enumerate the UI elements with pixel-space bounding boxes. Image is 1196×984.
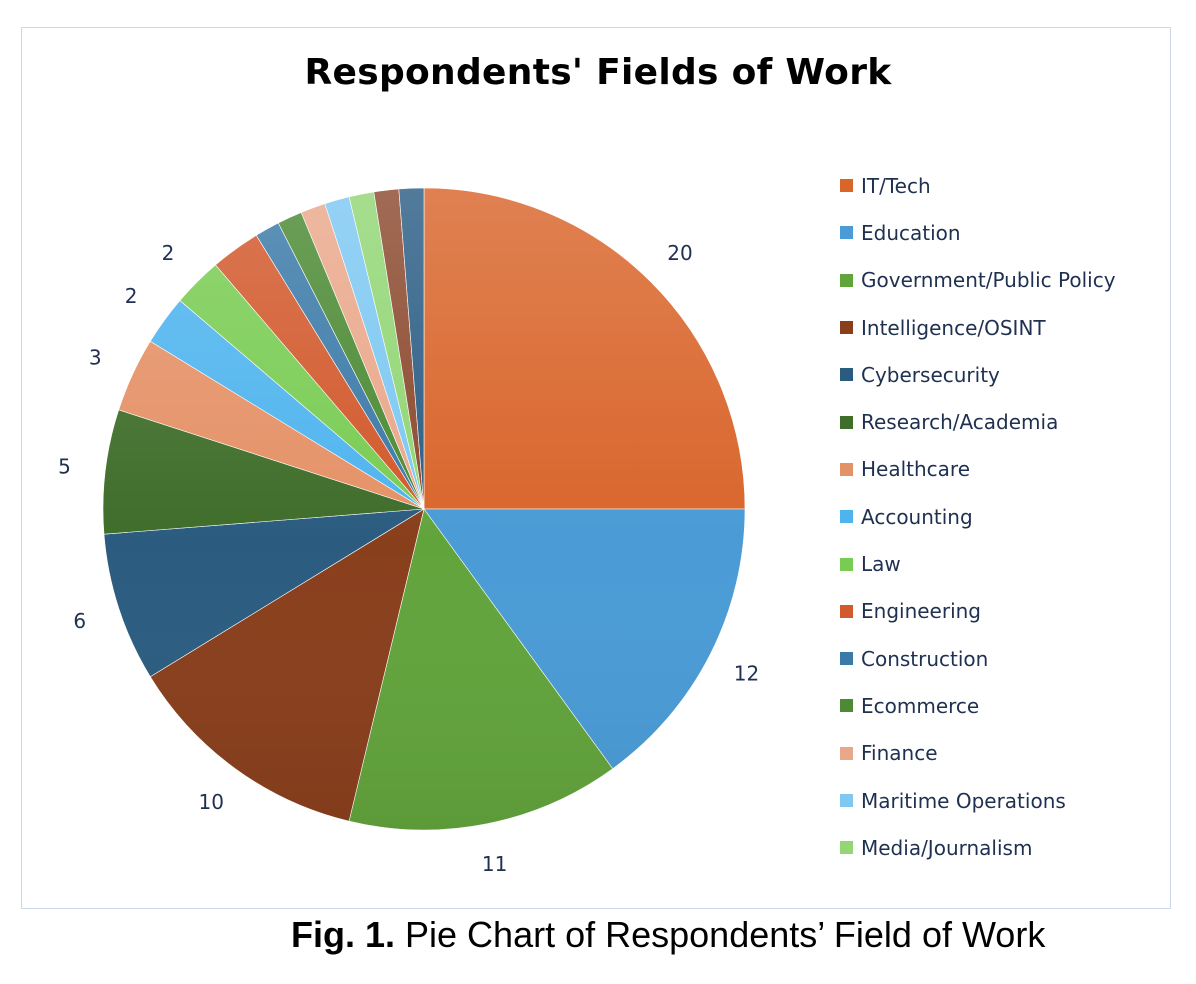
legend-label: Maritime Operations xyxy=(861,788,1066,813)
figure-caption-text: Pie Chart of Respondents’ Field of Work xyxy=(395,914,1046,955)
legend-swatch xyxy=(840,746,853,760)
legend-swatch xyxy=(840,368,853,382)
legend-swatch xyxy=(840,179,853,193)
legend-label: Cybersecurity xyxy=(861,362,1000,387)
legend-swatch xyxy=(840,604,853,618)
data-label-government-public-policy: 11 xyxy=(482,852,507,876)
legend-label: Intelligence/OSINT xyxy=(861,315,1046,340)
legend: IT/Tech Education Government/Public Policy… xyxy=(840,162,1116,871)
figure-caption: Fig. 1. Pie Chart of Respondents’ Field … xyxy=(291,914,1045,956)
legend-swatch xyxy=(840,226,853,240)
legend-item-intelligence-osint: Intelligence/OSINT xyxy=(840,304,1116,351)
legend-label: Engineering xyxy=(861,599,981,624)
legend-swatch xyxy=(840,652,853,666)
legend-label: Construction xyxy=(861,646,989,671)
data-label-law: 2 xyxy=(162,241,175,265)
legend-swatch xyxy=(840,699,853,713)
legend-label: IT/Tech xyxy=(861,173,931,198)
legend-label: Finance xyxy=(861,741,938,766)
data-label-it-tech: 20 xyxy=(667,241,692,265)
data-label-research-academia: 5 xyxy=(58,455,71,479)
legend-label: Law xyxy=(861,552,901,577)
legend-swatch xyxy=(840,510,853,524)
pie-data-labels: 20 12 11 10 6 5 3 22 xyxy=(58,241,759,876)
pie-sheen-overlay xyxy=(103,188,745,830)
legend-label: Government/Public Policy xyxy=(861,268,1116,293)
legend-item-it-tech: IT/Tech xyxy=(840,162,1116,209)
legend-item-research-academia: Research/Academia xyxy=(840,398,1116,445)
data-label-education: 12 xyxy=(734,661,759,685)
legend-swatch xyxy=(840,841,853,855)
data-label-accounting: 2 xyxy=(125,284,138,308)
legend-item-engineering: Engineering xyxy=(840,588,1116,635)
legend-swatch xyxy=(840,415,853,429)
legend-item-media-journalism: Media/Journalism xyxy=(840,824,1116,871)
legend-swatch xyxy=(840,462,853,476)
legend-item-accounting: Accounting xyxy=(840,493,1116,540)
legend-swatch xyxy=(840,557,853,571)
legend-item-finance: Finance xyxy=(840,730,1116,777)
legend-label: Healthcare xyxy=(861,457,971,482)
data-label-cybersecurity: 6 xyxy=(73,609,86,633)
legend-label: Research/Academia xyxy=(861,410,1059,435)
legend-swatch xyxy=(840,273,853,287)
legend-item-maritime-operations: Maritime Operations xyxy=(840,777,1116,824)
chart-title: Respondents' Fields of Work xyxy=(304,52,892,93)
pie-sheen xyxy=(103,188,745,830)
legend-swatch xyxy=(840,321,853,335)
legend-item-law: Law xyxy=(840,540,1116,587)
legend-item-ecommerce: Ecommerce xyxy=(840,682,1116,729)
legend-swatch xyxy=(840,794,853,807)
legend-label: Ecommerce xyxy=(861,693,980,718)
legend-item-cybersecurity: Cybersecurity xyxy=(840,351,1116,398)
legend-label: Media/Journalism xyxy=(861,835,1033,860)
data-label-healthcare: 3 xyxy=(89,345,102,369)
legend-label: Accounting xyxy=(861,504,973,529)
data-label-intelligence-osint: 10 xyxy=(198,790,223,814)
legend-item-education: Education xyxy=(840,209,1116,256)
legend-item-government-public-policy: Government/Public Policy xyxy=(840,257,1116,304)
figure-label: Fig. 1. xyxy=(291,914,396,955)
legend-item-healthcare: Healthcare xyxy=(840,446,1116,493)
legend-item-construction: Construction xyxy=(840,635,1116,682)
legend-label: Education xyxy=(861,220,961,245)
